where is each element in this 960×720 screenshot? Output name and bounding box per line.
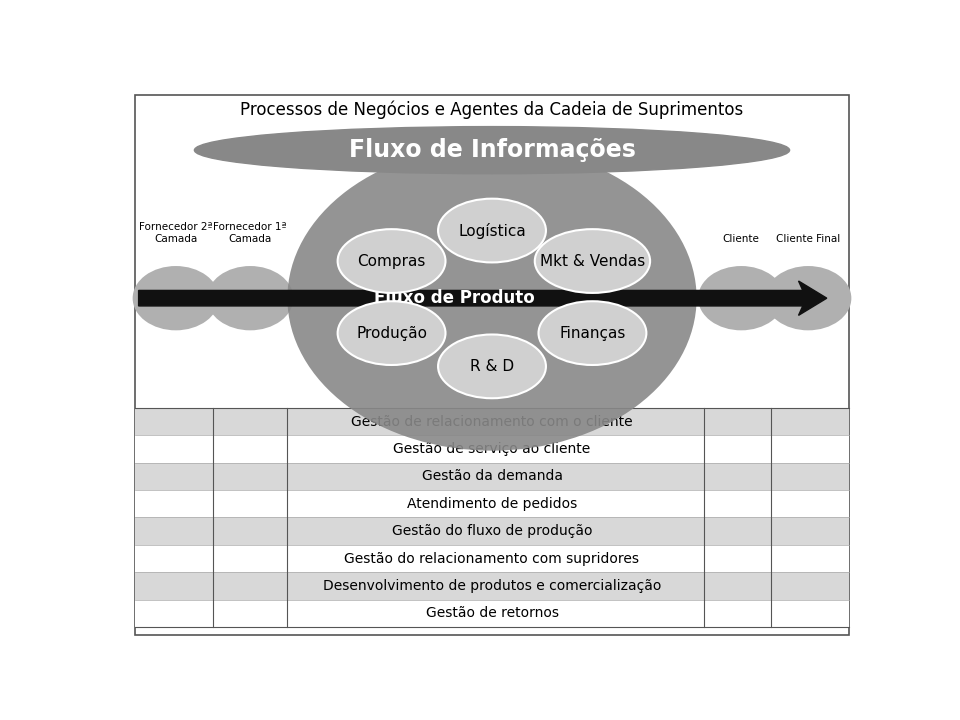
Bar xyxy=(134,545,849,572)
Text: Gestão de serviço ao cliente: Gestão de serviço ao cliente xyxy=(394,442,590,456)
Text: Gestão da demanda: Gestão da demanda xyxy=(421,469,563,483)
Text: Atendimento de pedidos: Atendimento de pedidos xyxy=(407,497,577,510)
Text: Gestão de retornos: Gestão de retornos xyxy=(425,606,559,620)
Text: Cliente Final: Cliente Final xyxy=(776,234,840,244)
Text: Compras: Compras xyxy=(357,253,425,269)
Bar xyxy=(134,408,849,436)
Bar xyxy=(134,436,849,463)
Text: Produção: Produção xyxy=(356,325,427,341)
Circle shape xyxy=(765,266,852,330)
Ellipse shape xyxy=(338,301,445,365)
Bar xyxy=(134,490,849,518)
Text: R & D: R & D xyxy=(470,359,514,374)
Text: Fornecedor 1ª
Camada: Fornecedor 1ª Camada xyxy=(213,222,287,244)
Circle shape xyxy=(132,266,219,330)
Text: Logística: Logística xyxy=(458,222,526,238)
Text: Cliente: Cliente xyxy=(723,234,759,244)
Bar xyxy=(134,463,849,490)
Bar xyxy=(134,600,849,627)
Text: Processos de Negócios e Agentes da Cadeia de Suprimentos: Processos de Negócios e Agentes da Cadei… xyxy=(240,100,744,119)
Text: Finanças: Finanças xyxy=(560,325,626,341)
Text: Desenvolvimento de produtos e comercialização: Desenvolvimento de produtos e comerciali… xyxy=(323,579,661,593)
Ellipse shape xyxy=(535,229,650,293)
Text: Gestão de relacionamento com o cliente: Gestão de relacionamento com o cliente xyxy=(351,415,633,428)
Circle shape xyxy=(207,266,294,330)
Text: Fornecedor 2ª
Camada: Fornecedor 2ª Camada xyxy=(139,222,212,244)
Ellipse shape xyxy=(438,335,546,398)
Circle shape xyxy=(698,266,784,330)
Bar xyxy=(134,572,849,600)
Circle shape xyxy=(287,145,697,451)
Ellipse shape xyxy=(539,301,646,365)
Ellipse shape xyxy=(338,229,445,293)
Text: Fluxo de Informações: Fluxo de Informações xyxy=(348,138,636,162)
Ellipse shape xyxy=(438,199,546,262)
Text: Mkt & Vendas: Mkt & Vendas xyxy=(540,253,645,269)
Bar xyxy=(134,518,849,545)
Text: Gestão do relacionamento com supridores: Gestão do relacionamento com supridores xyxy=(345,552,639,565)
Text: Gestão do fluxo de produção: Gestão do fluxo de produção xyxy=(392,524,592,538)
Text: Fluxo de Produto: Fluxo de Produto xyxy=(374,289,535,307)
FancyArrow shape xyxy=(138,281,827,315)
Ellipse shape xyxy=(194,127,789,174)
